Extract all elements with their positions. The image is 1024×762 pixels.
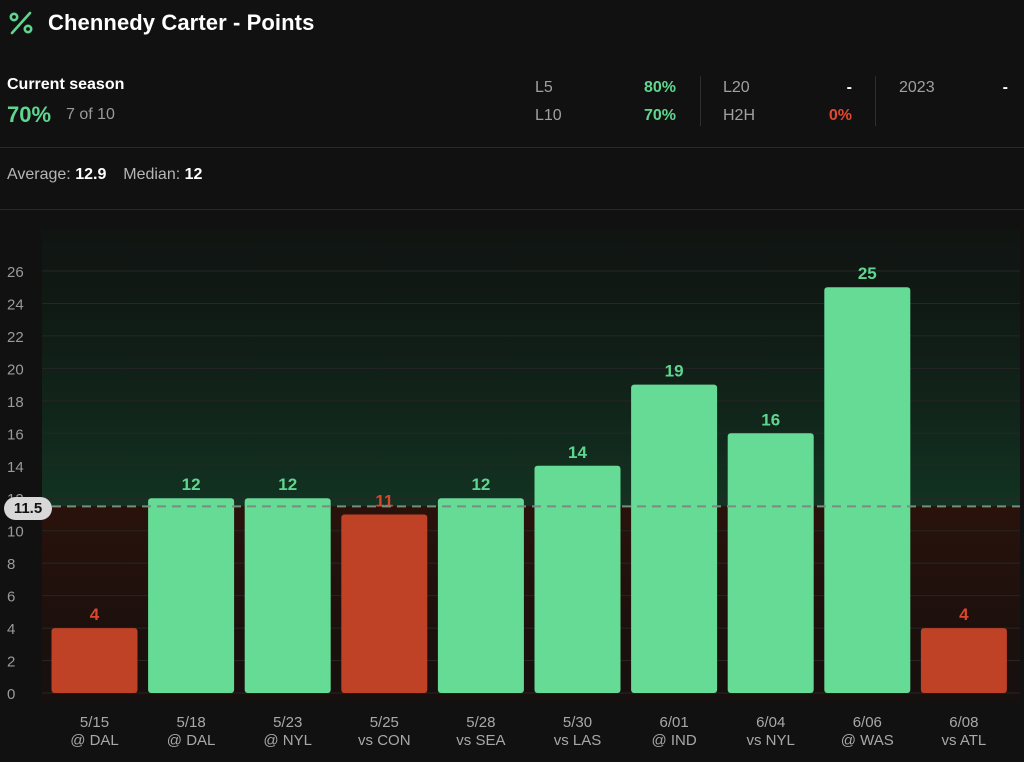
bar-value-label: 12: [278, 475, 297, 494]
x-tick-date: 6/08: [949, 714, 978, 731]
bar: [631, 384, 718, 693]
x-tick-date: 6/01: [659, 714, 688, 731]
divider: [0, 209, 1024, 210]
bar: [824, 287, 911, 693]
x-tick-opponent: @ DAL: [167, 732, 216, 749]
x-tick-date: 5/18: [176, 714, 205, 731]
y-tick-label: 20: [7, 361, 24, 378]
x-tick-date: 5/15: [80, 714, 109, 731]
bar: [244, 498, 331, 693]
percent-icon: [9, 11, 33, 35]
bar-value-label: 4: [959, 605, 969, 624]
split-value-2023: -: [1002, 79, 1008, 96]
bar-value-label: 16: [761, 410, 780, 429]
x-tick-date: 5/30: [563, 714, 592, 731]
y-tick-label: 18: [7, 394, 24, 411]
y-tick-label: 8: [7, 556, 15, 573]
bar: [437, 498, 524, 693]
divider: [0, 147, 1024, 148]
split-value-l10: 70%: [643, 107, 676, 124]
threshold-badge: 11.5: [4, 497, 52, 520]
median-label: Median:: [123, 166, 181, 183]
x-tick-opponent: vs LAS: [554, 732, 602, 749]
y-tick-label: 4: [7, 621, 15, 638]
split-label-l20: L20: [723, 79, 750, 96]
bar: [920, 628, 1007, 693]
bar-value-label: 11: [375, 491, 393, 510]
x-tick-opponent: @ WAS: [841, 732, 894, 749]
bar-value-label: 19: [665, 362, 684, 381]
y-tick-label: 2: [7, 654, 15, 671]
bar-value-label: 12: [471, 475, 490, 494]
season-hit-percent: 70%: [7, 102, 52, 127]
x-tick-opponent: vs CON: [358, 732, 411, 749]
bar: [727, 433, 814, 693]
x-tick-date: 5/23: [273, 714, 302, 731]
bar-value-label: 25: [858, 264, 877, 283]
x-tick-opponent: @ DAL: [70, 732, 119, 749]
y-tick-label: 22: [7, 329, 24, 346]
average-label: Average:: [7, 166, 71, 183]
split-label-l10: L10: [535, 107, 562, 124]
bar: [51, 628, 138, 693]
season-hit-count: 7 of 10: [66, 106, 115, 123]
bar-value-label: 14: [568, 443, 587, 462]
bar: [148, 498, 235, 693]
split-label-2023: 2023: [899, 79, 935, 96]
summary-row: Average: 12.9 Median: 12: [7, 166, 202, 184]
divider: [700, 76, 701, 126]
x-tick-opponent: vs NYL: [747, 732, 795, 749]
x-tick-opponent: vs ATL: [942, 732, 987, 749]
split-label-h2h: H2H: [723, 107, 756, 124]
y-tick-label: 6: [7, 589, 15, 606]
y-tick-label: 16: [7, 426, 24, 443]
x-tick-opponent: @ IND: [651, 732, 696, 749]
bar: [534, 465, 621, 693]
y-tick-label: 14: [7, 459, 24, 476]
x-tick-date: 6/06: [853, 714, 882, 731]
y-tick-label: 0: [7, 686, 15, 703]
current-season-label: Current season: [7, 76, 125, 93]
header: Chennedy Carter - Points: [0, 0, 1024, 50]
divider: [875, 76, 876, 126]
median-value: 12: [184, 166, 203, 183]
y-tick-label: 24: [7, 296, 24, 313]
bar: [341, 514, 428, 693]
y-tick-label: 26: [7, 264, 24, 281]
split-label-l5: L5: [535, 79, 553, 96]
split-value-h2h: 0%: [828, 107, 852, 124]
split-value-l5: 80%: [643, 79, 676, 96]
split-value-l20: -: [846, 79, 852, 96]
average-value: 12.9: [75, 166, 107, 183]
bar-value-label: 4: [90, 605, 100, 624]
bar-value-label: 12: [182, 475, 201, 494]
y-tick-label: 10: [7, 524, 24, 541]
page-title: Chennedy Carter - Points: [48, 10, 315, 35]
x-tick-date: 5/28: [466, 714, 495, 731]
x-tick-date: 5/25: [370, 714, 399, 731]
x-tick-opponent: @ NYL: [263, 732, 312, 749]
x-tick-opponent: vs SEA: [456, 732, 505, 749]
x-tick-date: 6/04: [756, 714, 785, 731]
